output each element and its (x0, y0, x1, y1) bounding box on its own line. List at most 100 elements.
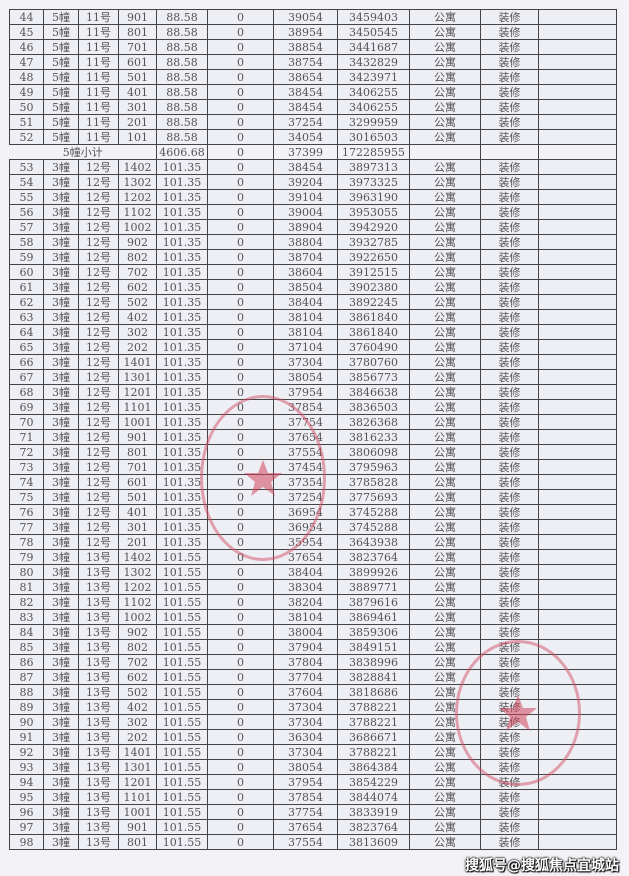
decoration-cell: 装修 (480, 759, 539, 775)
property-type-cell: 公寓 (409, 684, 481, 700)
room-cell: 501 (118, 489, 157, 505)
zero-value-cell: 0 (207, 714, 274, 730)
property-type-cell: 公寓 (409, 294, 481, 310)
remark-cell (538, 369, 617, 385)
price-table: 44 5幢 11号 901 88.58 0 39054 3459403 公寓 装修 45 5幢 11号 8… (9, 9, 617, 850)
unit-price-cell: 38904 (273, 219, 338, 235)
property-type-cell: 公寓 (409, 504, 481, 520)
building-cell: 3幢 (43, 159, 79, 175)
row-number-cell: 80 (9, 564, 44, 580)
area-cell: 101.35 (156, 264, 208, 280)
row-number-cell: 90 (9, 714, 44, 730)
area-cell: 88.58 (156, 84, 208, 100)
unit-price-cell: 37654 (273, 819, 338, 835)
area-cell: 101.35 (156, 429, 208, 445)
unit-price-cell: 38454 (273, 84, 338, 100)
unit-cell: 13号 (78, 804, 119, 820)
unit-cell: 13号 (78, 549, 119, 565)
table-row: 73 3幢 12号 701 101.35 0 37454 3795963 公寓 装修 (9, 459, 617, 475)
remark-cell (538, 339, 617, 355)
decoration-cell: 装修 (480, 204, 539, 220)
building-cell: 3幢 (43, 234, 79, 250)
room-cell: 201 (118, 534, 157, 550)
unit-price-cell: 37654 (273, 549, 338, 565)
building-cell: 3幢 (43, 324, 79, 340)
unit-cell: 11号 (78, 9, 119, 25)
row-number-cell: 62 (9, 294, 44, 310)
area-cell: 101.55 (156, 774, 208, 790)
property-type-cell: 公寓 (409, 774, 481, 790)
area-cell: 101.35 (156, 339, 208, 355)
total-price-cell: 3016503 (337, 129, 410, 145)
building-cell: 5幢 (43, 69, 79, 85)
unit-cell: 13号 (78, 729, 119, 745)
row-number-cell: 58 (9, 234, 44, 250)
decoration-cell: 装修 (480, 219, 539, 235)
row-number-cell: 96 (9, 804, 44, 820)
remark-cell (538, 549, 617, 565)
room-cell: 1302 (118, 564, 157, 580)
room-cell: 1202 (118, 579, 157, 595)
area-cell: 101.35 (156, 459, 208, 475)
property-type-cell: 公寓 (409, 549, 481, 565)
property-type-cell: 公寓 (409, 819, 481, 835)
table-row: 46 5幢 11号 701 88.58 0 38854 3441687 公寓 装修 (9, 39, 617, 55)
unit-price-cell: 37304 (273, 699, 338, 715)
area-cell: 101.35 (156, 174, 208, 190)
unit-price-cell: 38754 (273, 54, 338, 70)
unit-price-cell: 38054 (273, 759, 338, 775)
remark-cell (538, 489, 617, 505)
zero-value-cell: 0 (207, 549, 274, 565)
table-row: 89 3幢 13号 402 101.55 0 37304 3788221 公寓 装修 (9, 699, 617, 715)
table-row: 48 5幢 11号 501 88.58 0 38654 3423971 公寓 装修 (9, 69, 617, 85)
area-cell: 101.55 (156, 804, 208, 820)
total-price-cell: 3861840 (337, 309, 410, 325)
room-cell: 602 (118, 279, 157, 295)
unit-cell: 12号 (78, 474, 119, 490)
area-cell: 101.35 (156, 279, 208, 295)
property-type-cell: 公寓 (409, 399, 481, 415)
room-cell: 802 (118, 639, 157, 655)
building-cell: 3幢 (43, 204, 79, 220)
unit-price-cell: 37754 (273, 804, 338, 820)
total-price-cell: 3953055 (337, 204, 410, 220)
remark-cell (538, 324, 617, 340)
building-cell: 3幢 (43, 219, 79, 235)
table-row: 70 3幢 12号 1001 101.35 0 37754 3826368 公寓 装修 (9, 414, 617, 430)
building-cell: 3幢 (43, 564, 79, 580)
zero-value-cell: 0 (207, 819, 274, 835)
decoration-cell: 装修 (480, 474, 539, 490)
room-cell: 602 (118, 669, 157, 685)
total-price-cell: 3775693 (337, 489, 410, 505)
row-number-cell: 70 (9, 414, 44, 430)
row-number-cell: 95 (9, 789, 44, 805)
decoration-cell: 装修 (480, 309, 539, 325)
decoration-cell: 装修 (480, 249, 539, 265)
total-price-cell: 3806098 (337, 444, 410, 460)
property-type-cell: 公寓 (409, 489, 481, 505)
unit-price-cell: 38454 (273, 159, 338, 175)
decoration-cell: 装修 (480, 699, 539, 715)
building-cell: 3幢 (43, 474, 79, 490)
room-cell: 301 (118, 99, 157, 115)
total-price-cell: 3441687 (337, 39, 410, 55)
decoration-cell: 装修 (480, 114, 539, 130)
remark-cell (538, 204, 617, 220)
unit-price-cell: 38204 (273, 594, 338, 610)
property-type-cell: 公寓 (409, 114, 481, 130)
area-cell: 101.55 (156, 654, 208, 670)
room-cell: 502 (118, 684, 157, 700)
table-row: 53 3幢 12号 1402 101.35 0 38454 3897313 公寓 装修 (9, 159, 617, 175)
remark-cell (538, 804, 617, 820)
total-price-cell: 3897313 (337, 159, 410, 175)
unit-price-cell: 35954 (273, 534, 338, 550)
decoration-cell: 装修 (480, 714, 539, 730)
row-number-cell: 61 (9, 279, 44, 295)
unit-cell: 11号 (78, 84, 119, 100)
unit-cell: 12号 (78, 264, 119, 280)
area-cell: 88.58 (156, 9, 208, 25)
unit-price-cell: 38854 (273, 39, 338, 55)
zero-value-cell: 0 (207, 669, 274, 685)
area-cell: 101.35 (156, 519, 208, 535)
remark-cell (538, 9, 617, 25)
